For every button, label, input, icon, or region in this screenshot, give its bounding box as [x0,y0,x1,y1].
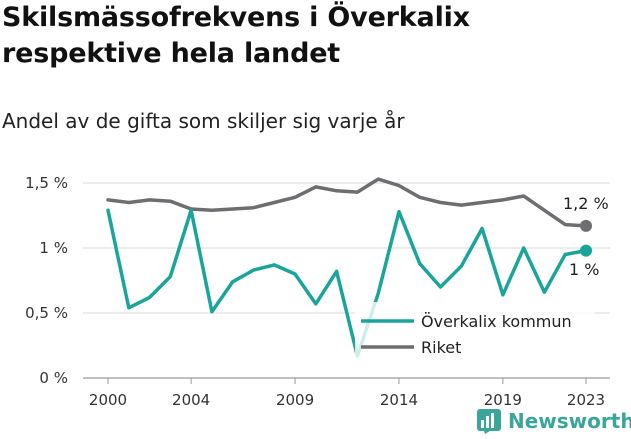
y-axis: 0 % 0,5 % 1 % 1,5 % [25,174,68,387]
x-axis: 2000 2004 2009 2014 2019 2023 [89,378,605,409]
series-line [106,208,588,358]
x-tick-label: 2000 [89,391,127,409]
brand-name: Newsworthy [508,409,631,433]
y-tick-label: 0 % [39,369,68,387]
series-lines [106,177,592,358]
end-labels: 1,2 % 1 % [563,194,609,279]
y-tick-label: 1,5 % [25,174,68,192]
series-line [106,177,588,228]
y-tick-label: 0,5 % [25,304,68,322]
x-tick-label: 2009 [276,391,314,409]
newsworthy-logo-icon [477,409,501,434]
y-tick-label: 1 % [39,239,68,257]
series-end-point [580,219,592,232]
x-tick-label: 2004 [172,391,210,409]
series-end-point [580,244,592,257]
x-tick-label: 2023 [567,391,605,409]
chart-title: Skilsmässofrekvens i Överkalix respektiv… [2,2,470,69]
brand: Newsworthy [476,407,631,435]
end-label-overkalix: 1 % [569,260,599,279]
legend-label-riket: Riket [421,338,461,357]
legend: Överkalix kommun Riket [355,302,595,364]
chart-subtitle: Andel av de gifta som skiljer sig varje … [2,109,405,133]
legend-label-overkalix: Överkalix kommun [421,312,572,331]
end-label-riket: 1,2 % [563,194,609,213]
x-tick-label: 2019 [484,391,522,409]
x-tick-label: 2014 [380,391,418,409]
legend-background [355,302,595,364]
